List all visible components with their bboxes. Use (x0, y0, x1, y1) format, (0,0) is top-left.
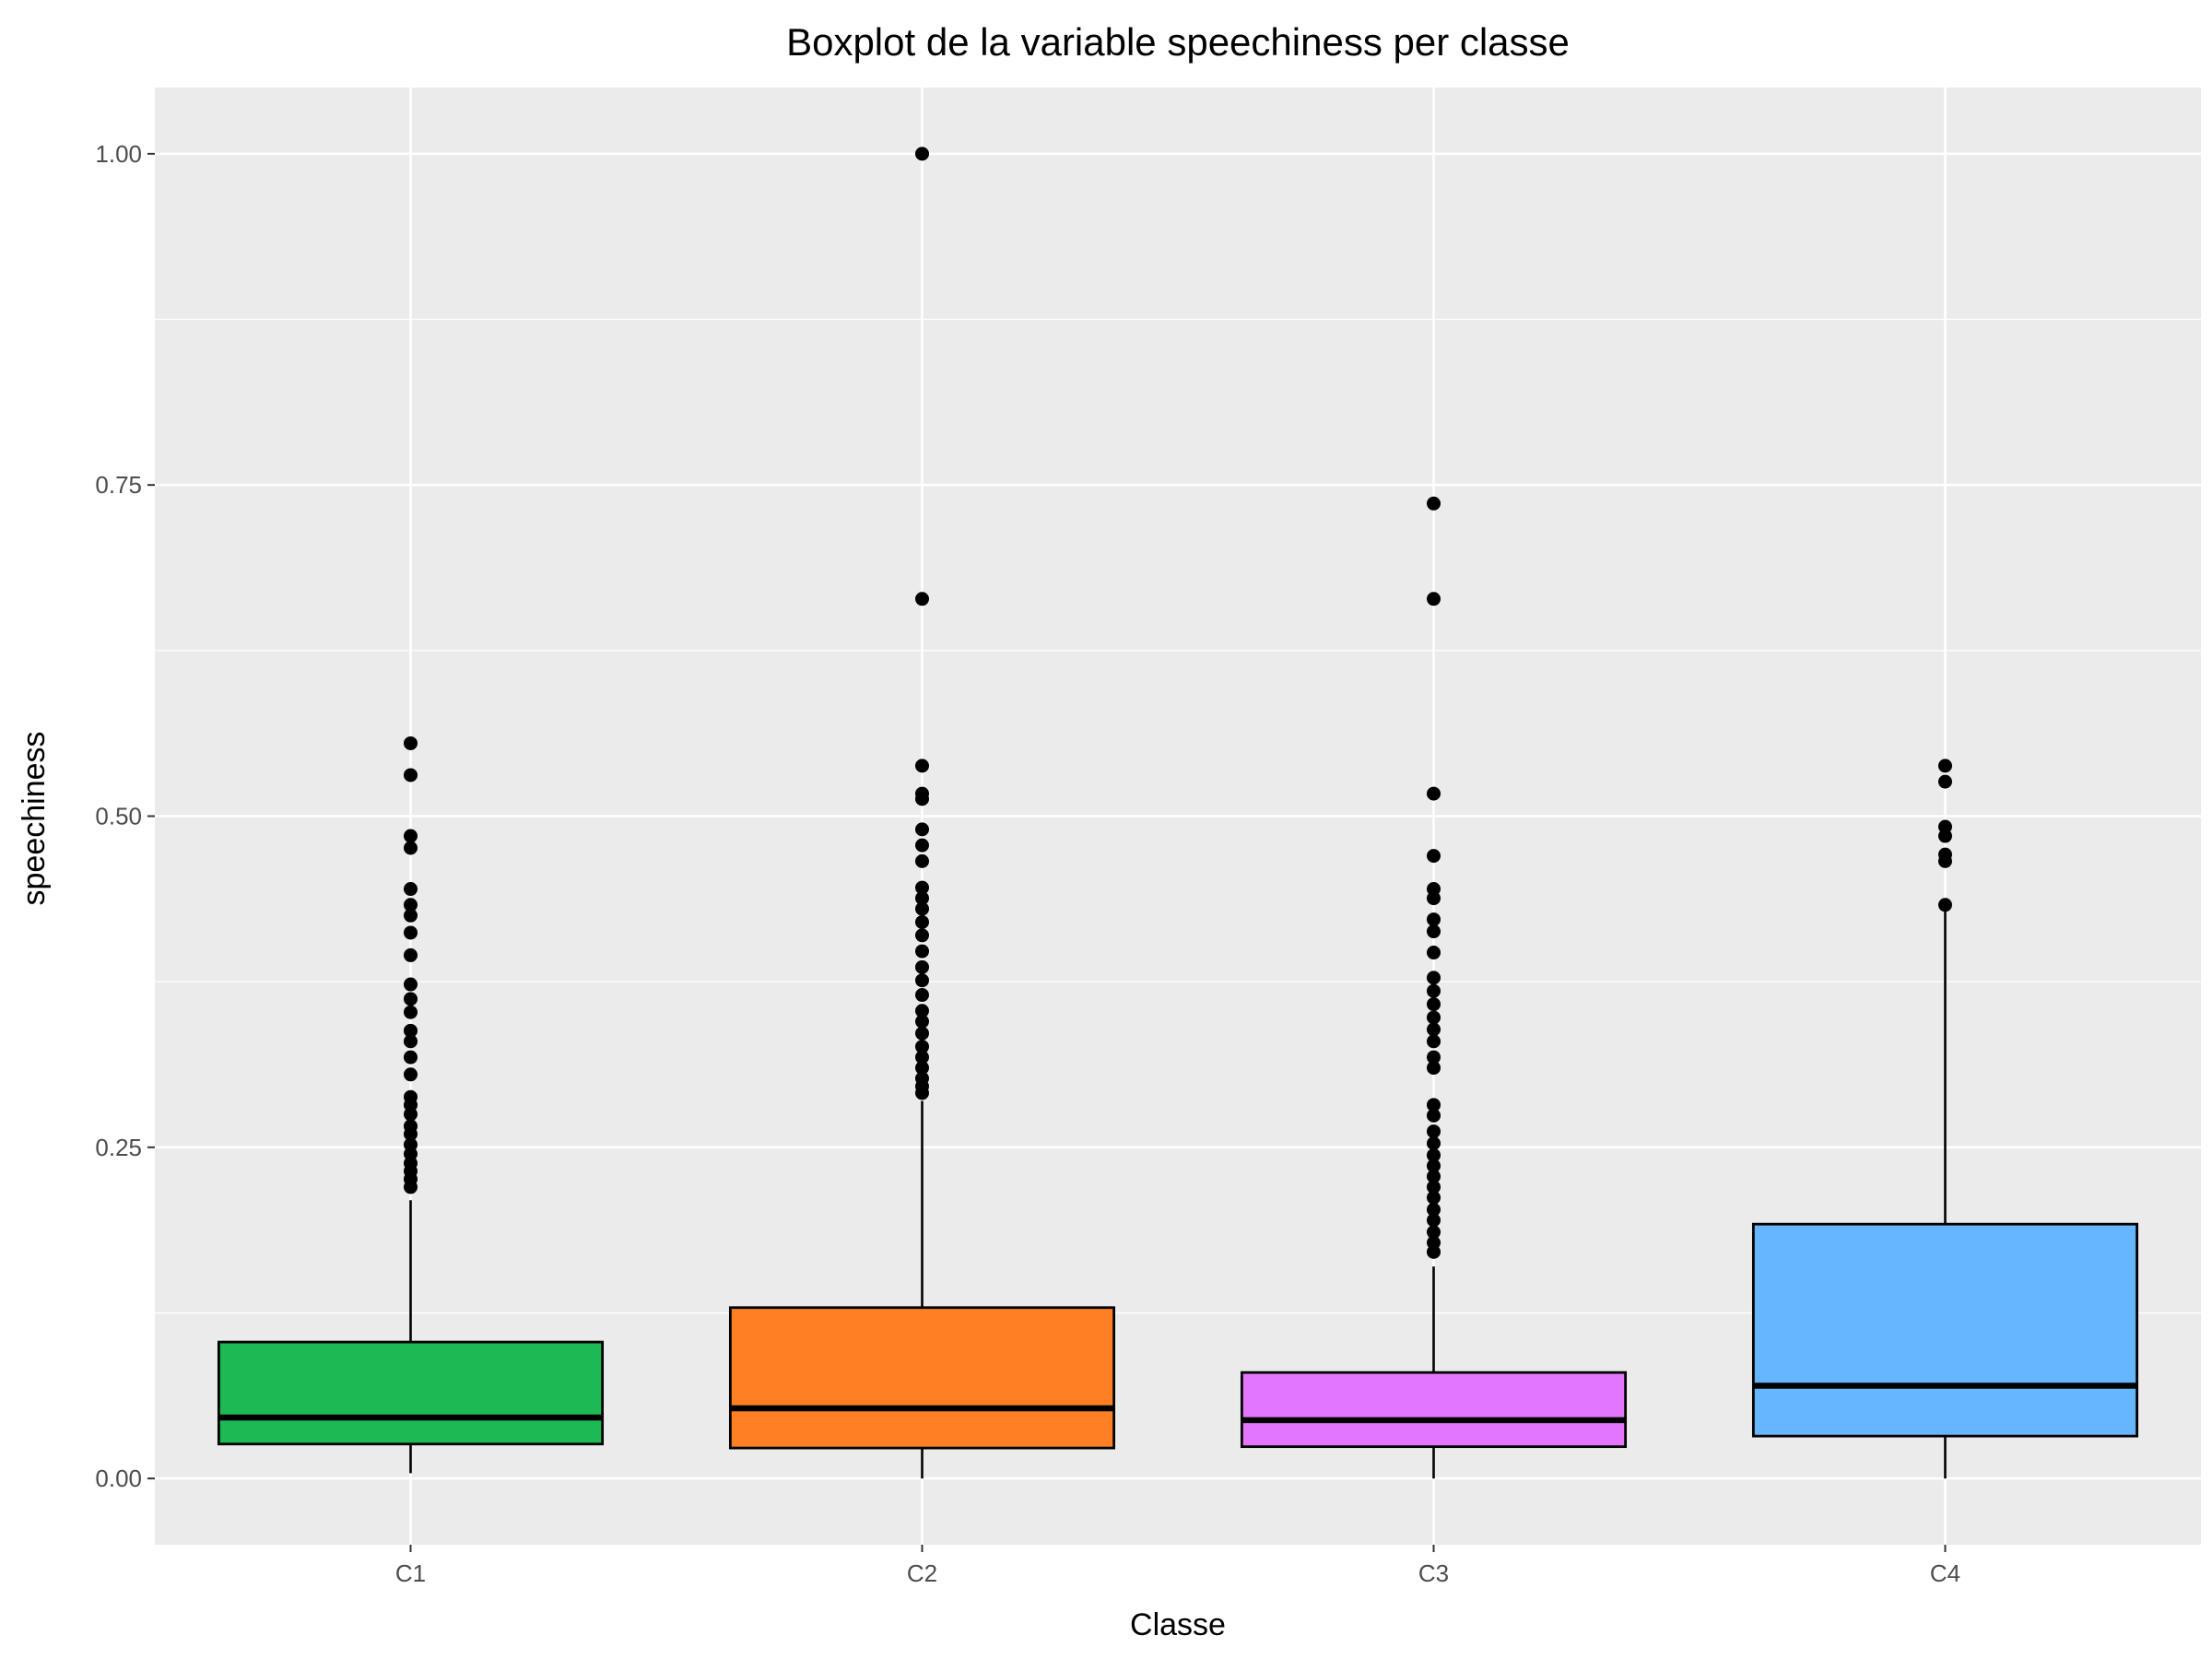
outlier-point (915, 944, 929, 959)
outlier-point (1427, 496, 1441, 511)
outlier-point (915, 959, 929, 974)
outlier-point (1427, 924, 1441, 939)
outlier-point (404, 768, 418, 782)
x-tick-label: C3 (1418, 1559, 1449, 1587)
outlier-point (1427, 1180, 1441, 1194)
outlier-point (404, 925, 418, 940)
outlier-point (1427, 1147, 1441, 1162)
outlier-point (404, 841, 418, 855)
outlier-point (1427, 1235, 1441, 1250)
y-tick-label: 0.00 (95, 1465, 142, 1492)
outlier-point (1427, 1124, 1441, 1139)
y-tick-label: 1.00 (95, 140, 142, 168)
outlier-point (1427, 1061, 1441, 1076)
y-tick-label: 0.25 (95, 1134, 142, 1161)
outlier-point (915, 1071, 929, 1086)
outlier-point (1427, 1098, 1441, 1112)
y-axis-title: speechiness (17, 731, 52, 905)
outlier-point (404, 1005, 418, 1019)
outlier-point (404, 992, 418, 1006)
outlier-point (1427, 882, 1441, 897)
outlier-point (915, 759, 929, 773)
outlier-point (1427, 1190, 1441, 1205)
outlier-point (915, 891, 929, 906)
box-C2 (728, 1306, 1116, 1450)
outlier-point (1427, 971, 1441, 985)
outlier-point (404, 882, 418, 897)
outlier-point (1427, 946, 1441, 960)
outlier-point (404, 735, 418, 750)
outlier-point (1427, 912, 1441, 927)
outlier-point (1427, 849, 1441, 864)
outlier-point (1427, 983, 1441, 998)
outlier-point (1938, 898, 1952, 912)
outlier-point (915, 988, 929, 1003)
box-C1 (217, 1340, 605, 1446)
outlier-point (915, 1040, 929, 1054)
outlier-point (1938, 774, 1952, 789)
outlier-point (404, 1023, 418, 1038)
outlier-point (915, 786, 929, 801)
outlier-point (1427, 1169, 1441, 1183)
outlier-point (915, 880, 929, 895)
outlier-point (404, 1137, 418, 1152)
outlier-point (915, 822, 929, 837)
outlier-point (1427, 1010, 1441, 1025)
outlier-point (915, 147, 929, 161)
outlier-point (404, 898, 418, 912)
chart-title: Boxplot de la variable speechiness per c… (786, 20, 1570, 64)
x-axis-title: Classe (1130, 1607, 1226, 1642)
outlier-point (915, 1014, 929, 1029)
outlier-point (1938, 759, 1952, 773)
outlier-point (404, 977, 418, 992)
outlier-point (1427, 1136, 1441, 1151)
outlier-point (1427, 1108, 1441, 1123)
outlier-point (404, 1089, 418, 1104)
outlier-point (1938, 847, 1952, 862)
outlier-point (1427, 1050, 1441, 1065)
outlier-point (915, 1026, 929, 1041)
x-tick-label: C1 (395, 1559, 426, 1587)
outlier-point (915, 1061, 929, 1076)
box-C4 (1751, 1222, 2139, 1438)
outlier-point (1938, 819, 1952, 834)
outlier-point (404, 829, 418, 843)
outlier-point (1427, 1022, 1441, 1037)
x-tick-label: C2 (907, 1559, 937, 1587)
outlier-point (1427, 1213, 1441, 1228)
outlier-point (404, 1067, 418, 1082)
outlier-point (1427, 1202, 1441, 1217)
outlier-point (404, 1034, 418, 1049)
x-tick-label: C4 (1930, 1559, 1960, 1587)
outlier-point (404, 1119, 418, 1134)
outlier-point (915, 838, 929, 853)
outlier-point (404, 1050, 418, 1065)
outlier-point (915, 1004, 929, 1018)
box-C3 (1240, 1371, 1628, 1449)
outlier-point (915, 914, 929, 929)
outlier-point (915, 853, 929, 868)
outlier-point (915, 973, 929, 988)
y-tick-label: 0.75 (95, 471, 142, 499)
outlier-point (915, 928, 929, 943)
outlier-point (915, 1050, 929, 1065)
outlier-point (1427, 786, 1441, 801)
outlier-point (1427, 1034, 1441, 1049)
outlier-point (915, 592, 929, 606)
y-tick-label: 0.50 (95, 803, 142, 830)
outlier-point (1427, 997, 1441, 1012)
outlier-point (404, 908, 418, 923)
outlier-point (1427, 1225, 1441, 1240)
outlier-point (915, 901, 929, 916)
outlier-point (1427, 592, 1441, 606)
outlier-point (404, 947, 418, 962)
outlier-point (1427, 1159, 1441, 1173)
